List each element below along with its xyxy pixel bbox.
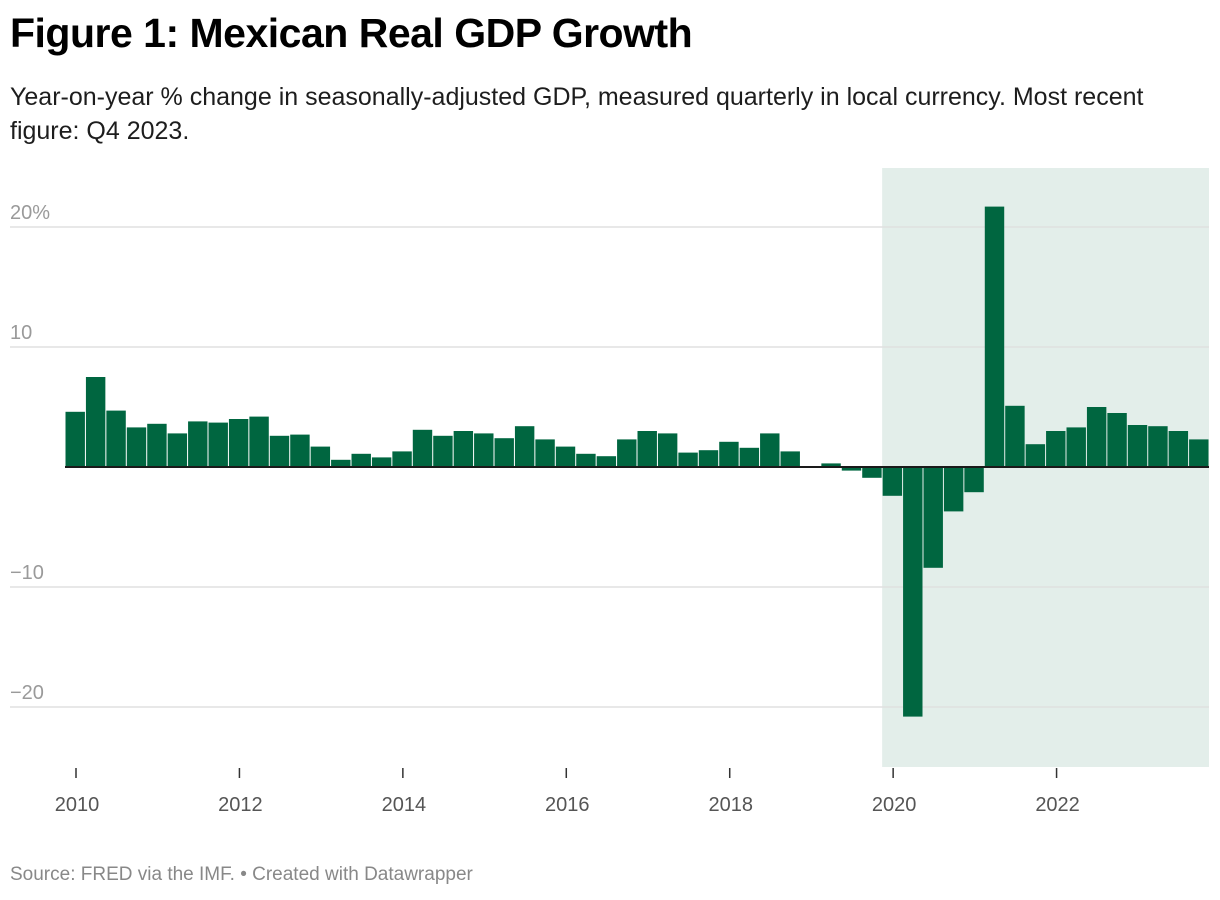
- bar: 2017 Q3: 1.2%: [678, 452, 698, 467]
- bar: 2019 Q2: 0.3%: [821, 463, 841, 467]
- bar: 2022 Q4: 4.5%: [1107, 413, 1127, 467]
- bar: 2010 Q4: 3.3%: [126, 427, 147, 467]
- bar-series: 2010 Q1: 4.6%2010 Q2: 7.5%2010 Q3: 4.7%2…: [65, 206, 1209, 717]
- bar: 2013 Q1: 1.7%: [310, 446, 331, 467]
- x-tick-label: 2010: [55, 794, 100, 816]
- bar: 2010 Q2: 7.5%: [85, 377, 106, 467]
- x-tick-label: 2014: [382, 794, 427, 816]
- bar: 2021 Q3: 5.1%: [1005, 405, 1025, 467]
- bar: 2018 Q1: 2.1%: [719, 441, 739, 467]
- bar: 2015 Q1: 2.8%: [474, 433, 494, 467]
- bar: 2016 Q2: 1.1%: [576, 453, 596, 467]
- bar: 2019 Q3: -0.3%: [841, 467, 862, 471]
- bar: 2013 Q3: 1.1%: [351, 453, 371, 467]
- bar: 2012 Q4: 2.7%: [290, 434, 310, 467]
- bar: 2017 Q1: 3%: [637, 431, 657, 467]
- bar: 2023 Q3: 3%: [1168, 431, 1189, 467]
- y-gridlines: [10, 226, 1209, 708]
- bar: 2012 Q2: 4.2%: [249, 416, 269, 467]
- bar: 2014 Q4: 3%: [453, 431, 474, 467]
- bar: 2022 Q1: 3%: [1046, 431, 1066, 467]
- bar: 2016 Q4: 2.3%: [617, 439, 637, 467]
- chart-subtitle: Year-on-year % change in seasonally-adju…: [10, 83, 1144, 145]
- bar: 2014 Q3: 2.6%: [433, 435, 453, 467]
- chart-title: Figure 1: Mexican Real GDP Growth: [10, 10, 693, 56]
- bar: 2023 Q4: 2.3%: [1189, 439, 1209, 467]
- bar: 2010 Q3: 4.7%: [106, 410, 126, 467]
- x-tick-label: 2020: [872, 794, 917, 816]
- bar: 2019 Q4: -0.9%: [862, 467, 882, 478]
- chart-footer: Source: FRED via the IMF. • Created with…: [10, 864, 473, 886]
- bar: 2016 Q3: 0.9%: [596, 456, 617, 467]
- bar: 2017 Q4: 1.4%: [698, 450, 719, 467]
- bar: 2012 Q1: 4%: [228, 419, 249, 467]
- credit-note: Created with Datawrapper: [252, 864, 473, 885]
- y-tick-label: −20: [10, 682, 44, 704]
- bar: 2020 Q2: -20.8%: [903, 467, 923, 717]
- bar: 2010 Q1: 4.6%: [65, 411, 85, 467]
- x-tick-label: 2016: [545, 794, 590, 816]
- bar: 2011 Q4: 3.7%: [208, 422, 228, 467]
- bar: 2014 Q2: 3.1%: [412, 429, 433, 467]
- bar: 2020 Q1: -2.4%: [882, 467, 903, 496]
- bar: 2015 Q3: 3.4%: [514, 426, 535, 467]
- bar: 2015 Q2: 2.4%: [494, 438, 514, 467]
- bar: 2011 Q3: 3.8%: [188, 421, 208, 467]
- bar: 2017 Q2: 2.8%: [657, 433, 678, 467]
- x-tick-label: 2018: [708, 794, 753, 816]
- x-tick-label: 2012: [218, 794, 263, 816]
- bar: 2013 Q4: 0.8%: [371, 457, 392, 467]
- bar: 2021 Q4: 1.9%: [1025, 444, 1046, 467]
- bar: 2016 Q1: 1.7%: [555, 446, 576, 467]
- bar: 2015 Q4: 2.3%: [535, 439, 555, 467]
- bar: 2018 Q2: 1.6%: [739, 447, 760, 467]
- bar: 2011 Q2: 2.8%: [167, 433, 188, 467]
- bar: 2018 Q3: 2.8%: [760, 433, 780, 467]
- bar: 2021 Q2: 21.7%: [984, 206, 1005, 467]
- x-tick-label: 2022: [1035, 794, 1080, 816]
- footer-separator: •: [240, 864, 247, 885]
- bar: 2021 Q1: -2.1%: [964, 467, 984, 493]
- gdp-bar-chart: 20%10−10−20 2010 Q1: 4.6%2010 Q2: 7.5%20…: [10, 168, 1209, 816]
- bar: 2011 Q1: 3.6%: [147, 423, 167, 467]
- bar: 2014 Q1: 1.3%: [392, 451, 412, 467]
- bar: 2023 Q1: 3.5%: [1127, 425, 1148, 467]
- bar: 2012 Q3: 2.6%: [269, 435, 290, 467]
- bar: 2020 Q4: -3.7%: [943, 467, 964, 512]
- y-tick-label: 10: [10, 322, 32, 344]
- y-tick-label: 20%: [10, 202, 50, 224]
- y-axis-labels: 20% 10 −10 −20: [10, 202, 50, 704]
- bar: 2018 Q4: 1.3%: [780, 451, 800, 467]
- bar: 2013 Q2: 0.6%: [331, 459, 351, 467]
- x-axis: 2010 2012 2014 2016 2018 2020 2022: [55, 768, 1080, 816]
- bar: 2022 Q3: 5%: [1086, 407, 1107, 467]
- source-note: Source: FRED via the IMF.: [10, 864, 235, 885]
- bar: 2022 Q2: 3.3%: [1066, 427, 1086, 467]
- bar: 2020 Q3: -8.4%: [923, 467, 943, 568]
- bar: 2023 Q2: 3.4%: [1148, 426, 1168, 467]
- y-tick-label: −10: [10, 562, 44, 584]
